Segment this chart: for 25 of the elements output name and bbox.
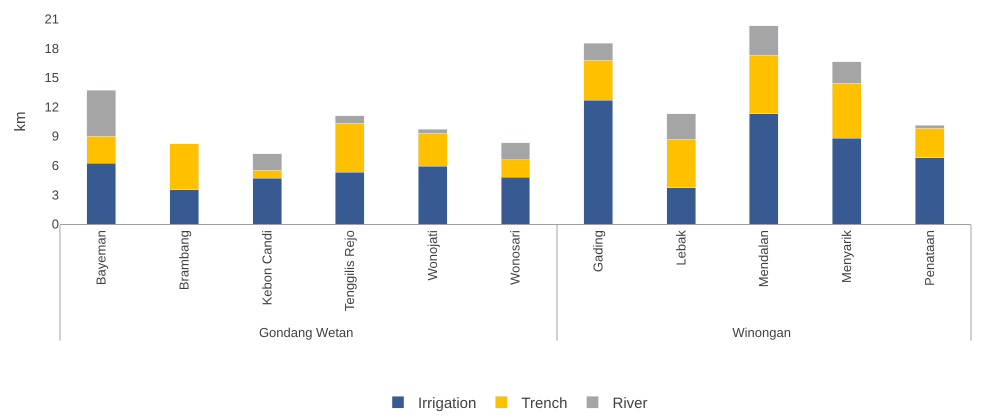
y-tick-label: 21 [44,12,59,27]
legend-label: Trench [521,395,568,412]
y-tick-label: 9 [52,128,59,144]
x-tick-label: Menyarik [838,230,854,283]
y-axis-title: km [12,112,29,132]
legend-label: River [612,395,648,412]
y-tick-label: 18 [44,40,59,56]
x-tick-label: Kebon Candi [259,230,274,306]
y-tick-label: 12 [44,99,59,114]
y-tick-label: 15 [44,70,59,86]
text: Gondang Wetan [258,325,354,340]
x-tick-label: Wonojati [424,230,440,281]
legend-label: Irrigation [418,395,476,412]
x-tick-label: Wonosari [508,230,523,285]
x-tick-label: Gading [590,230,606,272]
x-tick-label: Tenggilis Rejo [342,230,358,312]
x-tick-label: Brambang [176,230,192,290]
y-tick-label: 0 [52,216,59,232]
y-tick-label: 6 [52,158,59,173]
x-tick-label: Penataan [922,230,937,286]
text: Winongan [732,325,791,340]
x-tick-label: Mendalan [756,230,772,288]
x-tick-label: Bayeman [94,230,109,286]
x-tick-label: Lebak [673,230,688,266]
y-tick-label: 3 [52,187,59,202]
